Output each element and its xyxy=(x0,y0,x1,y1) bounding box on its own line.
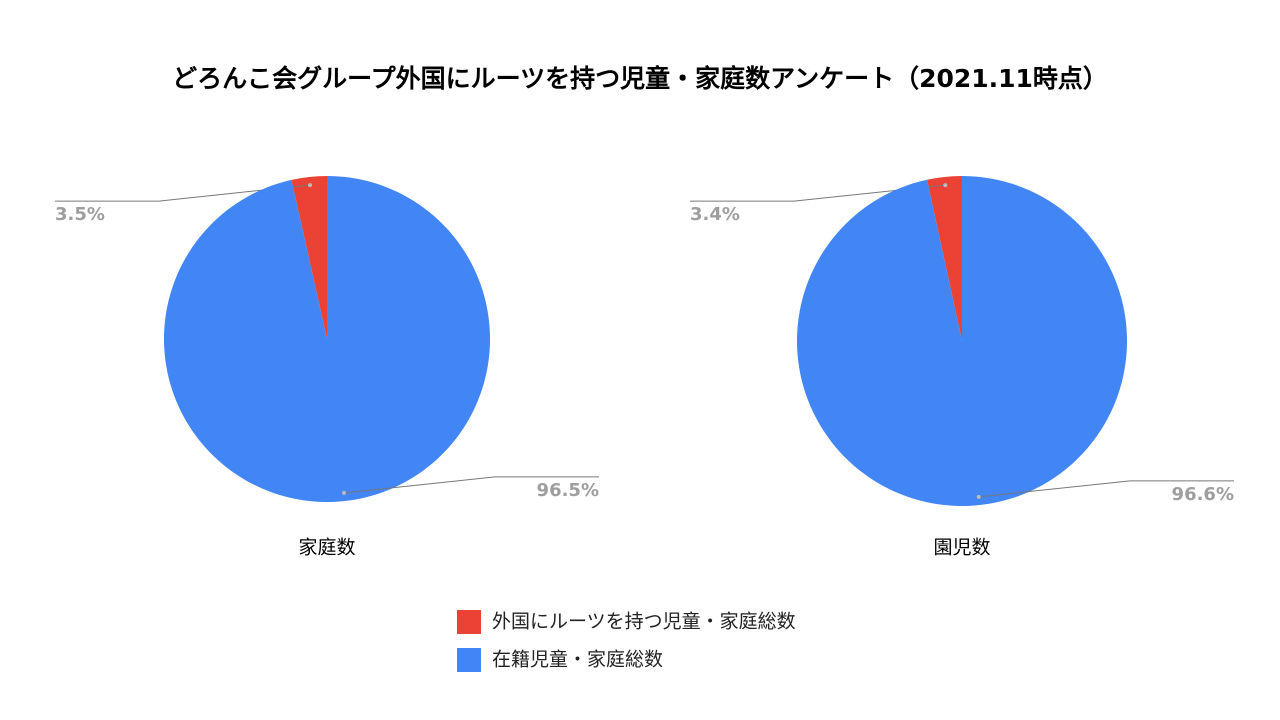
value-label: 3.5% xyxy=(55,204,105,225)
pie-slice xyxy=(927,176,962,341)
pie-title: 家庭数 xyxy=(298,537,355,559)
legend-swatch xyxy=(457,648,481,672)
chart-title: どろんこ会グループ外国にルーツを持つ児童・家庭数アンケート（2021.11時点） xyxy=(172,64,1108,93)
pie-title: 園児数 xyxy=(933,537,990,559)
legend-label: 在籍児童・家庭総数 xyxy=(492,649,663,671)
leader-line xyxy=(978,480,1234,498)
value-label: 96.6% xyxy=(1172,484,1234,505)
leader-dot xyxy=(308,183,313,188)
pie-slice xyxy=(291,176,327,339)
legend-label: 外国にルーツを持つ児童・家庭総数 xyxy=(492,611,796,633)
value-label: 96.5% xyxy=(537,480,599,501)
leader-dot xyxy=(976,494,981,499)
leader-line xyxy=(55,184,311,202)
leader-dot xyxy=(341,490,346,495)
leader-dot xyxy=(943,183,948,188)
pie-slice xyxy=(164,176,491,502)
value-label: 3.4% xyxy=(690,204,740,225)
legend-swatch xyxy=(457,610,481,634)
leader-line xyxy=(343,476,599,494)
pie-slice xyxy=(796,176,1128,506)
